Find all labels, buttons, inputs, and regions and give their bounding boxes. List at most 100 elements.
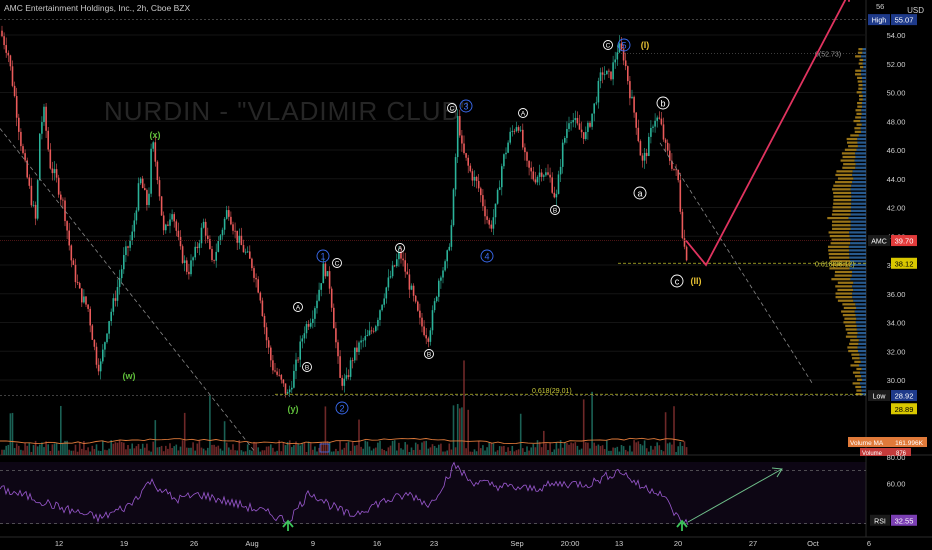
- profile-bar: [837, 288, 854, 292]
- candle-body: [375, 326, 377, 332]
- candle-body: [658, 117, 661, 119]
- candle-body: [589, 122, 591, 127]
- candle-body: [288, 389, 291, 393]
- amc-badge-label: AMC: [871, 239, 887, 246]
- candle-body: [286, 392, 289, 394]
- volume-bar: [652, 449, 654, 455]
- volume-bar: [442, 451, 444, 455]
- wave-circle: [316, 249, 330, 263]
- candle-body: [89, 308, 91, 326]
- candle-body: [351, 360, 354, 362]
- volume-bar: [465, 448, 467, 455]
- volume-bar: [282, 442, 285, 455]
- candle-body: [102, 349, 104, 362]
- volume-bar: [204, 450, 207, 455]
- volume-value: 876: [896, 451, 907, 457]
- volume-bar: [557, 448, 560, 455]
- profile-bar: [856, 328, 866, 331]
- volume-bar: [629, 445, 631, 455]
- volume-bar: [192, 442, 194, 455]
- volume-bar: [685, 447, 688, 455]
- volume-bar: [677, 446, 679, 455]
- candle-body: [133, 220, 136, 232]
- wave-label: C: [335, 261, 340, 268]
- candle-body: [654, 120, 656, 127]
- projection-path: [685, 0, 847, 267]
- candle-body: [328, 271, 331, 289]
- volume-bar: [431, 444, 434, 455]
- volume-bar: [446, 450, 448, 455]
- volume-bar: [251, 450, 253, 455]
- profile-bar: [847, 331, 858, 335]
- candle-body: [389, 276, 392, 278]
- volume-bar: [7, 444, 10, 455]
- profile-bar: [842, 155, 856, 159]
- profile-bar: [845, 324, 857, 327]
- candle-body: [141, 178, 144, 189]
- volume-bar: [221, 450, 224, 455]
- profile-bar: [833, 184, 852, 187]
- volume-bar: [228, 447, 230, 455]
- volume-bar: [330, 451, 333, 455]
- volume-bar: [160, 445, 163, 455]
- volume-bar: [427, 448, 430, 455]
- profile-bar: [850, 364, 860, 367]
- volume-bar: [265, 446, 268, 455]
- candle-body: [341, 377, 343, 386]
- candle-body: [368, 330, 371, 335]
- profile-bar: [856, 324, 866, 327]
- candle-body: [335, 328, 337, 343]
- candle-body: [643, 152, 646, 161]
- volume-bar: [620, 444, 623, 455]
- candle-body: [505, 152, 507, 155]
- low-badge-label-box: [868, 390, 890, 402]
- candle-body: [297, 359, 299, 361]
- candle-body: [645, 152, 648, 156]
- candle-body: [538, 172, 541, 177]
- volume-bar: [165, 445, 167, 455]
- candle-body: [561, 142, 564, 167]
- volume-bar: [683, 441, 686, 455]
- wave-label: c: [675, 277, 680, 287]
- volume-bar: [66, 440, 68, 455]
- candle-body: [673, 168, 675, 170]
- annotation-lines: 0(52.73) 0.618(38.12) 0.618(29.01): [0, 0, 866, 453]
- volume-bar: [34, 440, 37, 455]
- candle-body: [215, 251, 217, 261]
- profile-bar: [858, 339, 866, 342]
- volume-bar: [389, 445, 392, 455]
- profile-bar: [850, 227, 866, 230]
- profile-bar: [851, 202, 866, 205]
- candle-body: [421, 317, 423, 327]
- profile-bar: [847, 141, 858, 144]
- candle-body: [400, 252, 402, 259]
- profile-bar: [852, 371, 861, 374]
- volume-bar: [528, 450, 530, 455]
- time-tick: 27: [749, 539, 757, 548]
- candle-body: [515, 127, 518, 132]
- candle-body: [190, 260, 192, 275]
- volume-bar: [194, 450, 196, 455]
- profile-bar: [859, 66, 864, 69]
- volume-bar: [673, 406, 675, 455]
- profile-bar: [858, 48, 863, 51]
- candle-body: [425, 335, 427, 339]
- candle-body: [196, 246, 199, 249]
- volume-bar: [475, 451, 478, 455]
- profile-bar: [861, 393, 866, 396]
- candle-body: [291, 387, 293, 390]
- candle-body: [511, 130, 514, 132]
- candle-body: [154, 142, 157, 162]
- volume-bar: [435, 447, 438, 455]
- volume-bar: [450, 449, 453, 455]
- volume-bar: [45, 441, 47, 455]
- wave-circle: [603, 40, 613, 50]
- volume-bar: [553, 449, 556, 455]
- candle-body: [43, 106, 45, 123]
- candle-body: [150, 148, 152, 194]
- volume-bar: [333, 451, 335, 455]
- candle-body: [616, 52, 619, 60]
- volume-bar: [532, 443, 535, 455]
